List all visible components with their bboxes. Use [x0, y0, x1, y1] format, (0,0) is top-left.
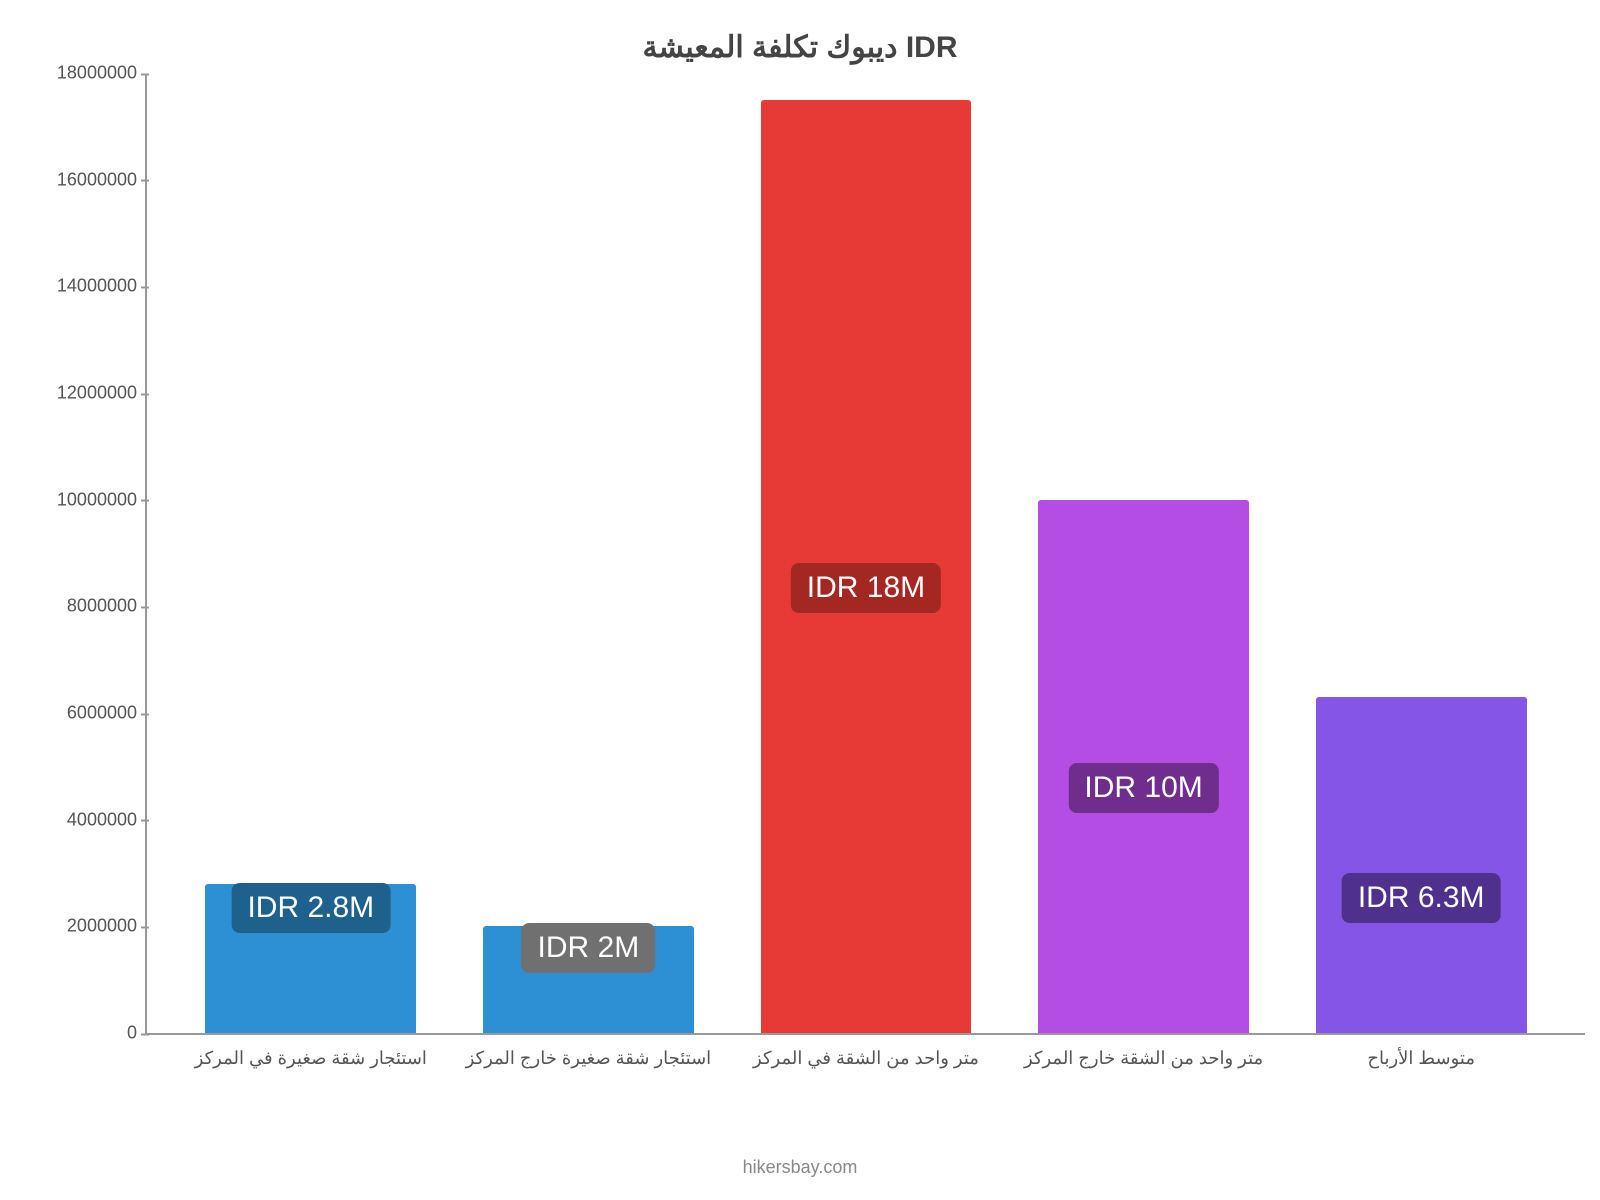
value-badge: IDR 6.3M — [1342, 873, 1501, 923]
y-tick: 0 — [42, 1023, 137, 1044]
y-tick: 10000000 — [42, 489, 137, 510]
x-label: استئجار شقة صغيرة خارج المركز — [450, 1048, 728, 1069]
plot-area: IDR 2.8MIDR 2MIDR 18MIDR 10MIDR 6.3M است… — [145, 75, 1585, 1035]
chart-container: ديبوك تكلفة المعيشة IDR IDR 2.8MIDR 2MID… — [0, 0, 1600, 1200]
y-tick: 14000000 — [42, 276, 137, 297]
y-tick: 2000000 — [42, 916, 137, 937]
bar: IDR 2M — [483, 926, 694, 1033]
value-badge: IDR 10M — [1068, 763, 1218, 813]
y-tick: 4000000 — [42, 809, 137, 830]
bar: IDR 2.8M — [205, 884, 416, 1033]
bar-slot: IDR 2.8M — [172, 75, 450, 1033]
bar-slot: IDR 2M — [450, 75, 728, 1033]
value-badge: IDR 18M — [791, 563, 941, 613]
x-label: متر واحد من الشقة في المركز — [727, 1048, 1005, 1069]
bar: IDR 18M — [761, 100, 972, 1033]
y-tick: 18000000 — [42, 63, 137, 84]
y-tick: 16000000 — [42, 169, 137, 190]
bar-slot: IDR 18M — [727, 75, 1005, 1033]
value-badge: IDR 2M — [522, 923, 656, 973]
x-label: متوسط الأرباح — [1282, 1048, 1560, 1069]
bars-layer: IDR 2.8M IDR 2M IDR 18M IDR 10M IDR 6.3M — [147, 75, 1585, 1033]
value-badge: IDR 2.8M — [231, 883, 390, 933]
x-label: استئجار شقة صغيرة في المركز — [172, 1048, 450, 1069]
y-tick: 8000000 — [42, 596, 137, 617]
x-label: متر واحد من الشقة خارج المركز — [1005, 1048, 1283, 1069]
y-tick: 6000000 — [42, 703, 137, 724]
x-axis-labels: استئجار شقة صغيرة في المركزاستئجار شقة ص… — [147, 1048, 1585, 1069]
bar-slot: IDR 10M — [1005, 75, 1283, 1033]
bar: IDR 10M — [1038, 500, 1249, 1033]
bar: IDR 6.3M — [1316, 697, 1527, 1033]
bar-slot: IDR 6.3M — [1282, 75, 1560, 1033]
attribution-text: hikersbay.com — [0, 1157, 1600, 1178]
y-tick: 12000000 — [42, 383, 137, 404]
chart-title: ديبوك تكلفة المعيشة IDR — [40, 30, 1560, 65]
